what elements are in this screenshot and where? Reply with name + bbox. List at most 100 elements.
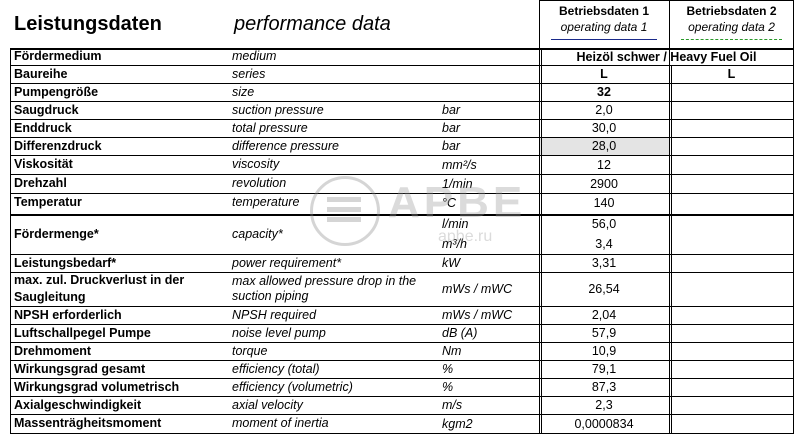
value-operating-2: L bbox=[727, 67, 736, 81]
row-divider bbox=[10, 119, 794, 120]
value-operating-1: 0,0000834 bbox=[574, 416, 634, 431]
unit-cell: mm²/s bbox=[442, 157, 477, 172]
row-divider bbox=[10, 342, 794, 343]
parameter-german: Massenträgheitsmoment bbox=[14, 416, 162, 430]
table-row: Fördermedium medium bbox=[10, 48, 794, 65]
row-divider bbox=[10, 360, 794, 361]
value-secondary: 3,4 bbox=[595, 237, 613, 251]
parameter-german: Drehzahl bbox=[14, 176, 67, 190]
column-2-subtitle: operating data 2 bbox=[688, 20, 775, 34]
table-row: Pumpengröße size 32 bbox=[10, 83, 794, 101]
parameter-english: moment of inertia bbox=[232, 416, 329, 430]
value-operating-1: 10,9 bbox=[591, 344, 617, 358]
row-divider bbox=[10, 174, 794, 175]
table-row: Drehzahl revolution 1/min 2900 bbox=[10, 174, 794, 193]
unit-cell: kW bbox=[442, 256, 461, 270]
value-operating-2 bbox=[669, 119, 794, 137]
row-divider bbox=[10, 214, 794, 216]
parameter-german: Drehmoment bbox=[14, 343, 92, 358]
column-divider bbox=[669, 0, 670, 433]
unit-cell: 1/min bbox=[442, 176, 473, 191]
value-operating-1: 57,9 bbox=[591, 326, 617, 340]
column-header-operating-data-1: Betriebsdaten 1 operating data 1 bbox=[539, 0, 669, 44]
table-row: Baureihe series L L bbox=[10, 65, 794, 83]
parameter-english: series bbox=[232, 66, 266, 81]
unit-cell: m/s bbox=[442, 398, 463, 412]
value-operating-2 bbox=[669, 193, 794, 212]
parameter-english: power requirement* bbox=[232, 255, 342, 270]
parameter-german: Enddruck bbox=[14, 120, 72, 135]
column-divider bbox=[671, 65, 672, 433]
parameter-english: max allowed pressure drop in the suction… bbox=[232, 274, 417, 303]
parameter-german: Leistungsbedarf* bbox=[14, 255, 117, 270]
table-row: NPSH erforderlich NPSH required mWs / mWC 2… bbox=[10, 306, 794, 324]
parameter-english: viscosity bbox=[232, 157, 280, 171]
value-operating-1: 2900 bbox=[590, 176, 618, 191]
parameter-german: Temperatur bbox=[14, 195, 82, 209]
value-operating-1: 2,3 bbox=[595, 398, 613, 412]
parameter-english: efficiency (volumetric) bbox=[232, 379, 353, 394]
parameter-german: Saugdruck bbox=[14, 102, 79, 117]
parameter-german: Baureihe bbox=[14, 66, 68, 81]
value-operating-1: 2,0 bbox=[595, 103, 613, 117]
row-divider bbox=[10, 414, 794, 415]
parameter-german: Luftschallpegel Pumpe bbox=[14, 325, 151, 340]
unit-cell: % bbox=[442, 362, 454, 376]
parameter-english: noise level pump bbox=[232, 325, 326, 340]
parameter-german: Viskosität bbox=[14, 157, 73, 171]
value-operating-2 bbox=[669, 254, 794, 272]
row-divider bbox=[10, 155, 794, 156]
column-divider bbox=[10, 48, 11, 433]
medium-value-merged-cell: Heizöl schwer / Heavy Fuel Oil bbox=[576, 49, 757, 64]
row-divider bbox=[10, 137, 794, 138]
column-divider bbox=[539, 0, 540, 433]
parameter-english: torque bbox=[232, 343, 268, 358]
parameter-german: Pumpengröße bbox=[14, 84, 99, 99]
title-english: performance data bbox=[234, 13, 391, 35]
value-operating-1: 87,3 bbox=[591, 380, 617, 394]
unit-cell: mWs / mWC bbox=[442, 308, 513, 322]
unit-cell bbox=[442, 65, 537, 83]
unit-cell bbox=[442, 48, 537, 65]
table-row: Viskosität viscosity mm²/s 12 bbox=[10, 155, 794, 174]
value-operating-1: 79,1 bbox=[591, 362, 617, 376]
row-divider bbox=[10, 83, 794, 84]
row-divider bbox=[10, 396, 794, 397]
value-primary: 56,0 bbox=[591, 217, 617, 231]
row-divider bbox=[10, 272, 794, 273]
parameter-german: Fördermenge* bbox=[14, 226, 99, 241]
value-operating-2 bbox=[669, 174, 794, 193]
parameter-english: total pressure bbox=[232, 120, 308, 135]
parameter-german: Wirkungsgrad gesamt bbox=[14, 361, 146, 376]
value-operating-1: 140 bbox=[593, 195, 615, 210]
value-operating-2 bbox=[669, 342, 794, 360]
row-divider bbox=[10, 101, 794, 102]
value-operating-2 bbox=[669, 155, 794, 174]
parameter-english: temperature bbox=[232, 195, 300, 209]
table-row: Fördermenge* capacity* l/min m³/h 56,0 3,4 bbox=[10, 214, 794, 254]
parameter-german: Fördermedium bbox=[14, 49, 102, 63]
parameter-english: efficiency (total) bbox=[232, 361, 320, 376]
parameter-german: NPSH erforderlich bbox=[14, 307, 122, 322]
unit-cell: bar bbox=[442, 121, 461, 135]
unit-cell: l/min m³/h bbox=[442, 214, 537, 254]
column-divider bbox=[541, 48, 542, 433]
unit-cell: dB (A) bbox=[442, 326, 478, 340]
parameter-english: NPSH required bbox=[232, 307, 317, 322]
table-header: Leistungsdaten performance data Betriebs… bbox=[10, 0, 794, 48]
value-operating-2 bbox=[669, 396, 794, 414]
parameter-german: max. zul. Druckverlust in der Saugleitun… bbox=[14, 273, 185, 304]
table-row: Luftschallpegel Pumpe noise level pump dB … bbox=[10, 324, 794, 342]
column-2-underline bbox=[681, 39, 782, 40]
value-operating-1: 3,31 bbox=[591, 256, 617, 270]
value-operating-2 bbox=[669, 306, 794, 324]
row-divider bbox=[10, 433, 794, 434]
unit-cell: mWs / mWC bbox=[442, 282, 513, 296]
parameter-german: Differenzdruck bbox=[14, 138, 102, 153]
value-operating-1: 30,0 bbox=[591, 121, 617, 135]
value-operating-2 bbox=[669, 414, 794, 433]
table-row: Drehmoment torque Nm 10,9 bbox=[10, 342, 794, 360]
column-1-title: Betriebsdaten 1 bbox=[558, 4, 650, 18]
parameter-german: Wirkungsgrad volumetrisch bbox=[14, 379, 180, 394]
row-divider bbox=[10, 48, 794, 50]
